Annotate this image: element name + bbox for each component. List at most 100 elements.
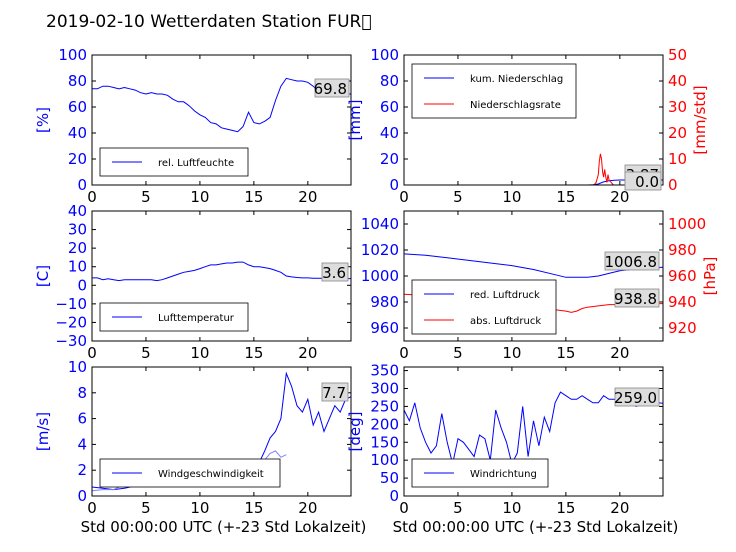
x-tick-label: 15 — [244, 344, 263, 362]
y2-tick-label: 10 — [668, 150, 687, 168]
y2-axis-label: [mm/std] — [691, 85, 709, 154]
legend-label: rel. Luftfeuchte — [158, 158, 234, 169]
legend-label: Windgeschwindigkeit — [158, 469, 264, 480]
y-tick-label: 960 — [370, 319, 399, 337]
y-tick-label: −30 — [55, 332, 87, 350]
y2-tick-label: 960 — [668, 267, 697, 285]
y-tick-label: 350 — [370, 362, 399, 380]
y-tick-label: 0 — [77, 276, 87, 294]
y-tick-label: 60 — [380, 98, 399, 116]
legend-label: abs. Luftdruck — [470, 316, 541, 327]
annotation-box — [321, 382, 349, 402]
y-tick-label: 20 — [380, 150, 399, 168]
legend: kum. Niederschlag Niederschlagsrate — [411, 63, 577, 119]
legend: Lufttemperatur — [99, 302, 249, 332]
y-tick-label: −20 — [55, 313, 87, 331]
panel-p4: 0 5 10 15 20 960 980 1000 1020 1040 920 940 960 980 10… — [361, 210, 719, 362]
x-axis-label: Std 00:00:00 UTC (+-23 Std Lokalzeit) — [81, 518, 367, 536]
y2-axis-label: [hPa] — [701, 257, 719, 296]
y-tick-label: 60 — [68, 98, 87, 116]
value-annotation: 69.8 — [314, 78, 350, 98]
plot-frame — [403, 366, 664, 497]
annotation-text: 1006.8 — [605, 253, 658, 271]
figure-title: 2019-02-10 Wetterdaten Station FUR  — [46, 12, 372, 32]
legend-label: red. Luftdruck — [470, 290, 540, 301]
plot-frame — [403, 54, 664, 186]
legend-box — [411, 279, 557, 335]
y-tick-label: 20 — [68, 150, 87, 168]
y-tick-label: 980 — [370, 293, 399, 311]
legend: rel. Luftfeuchte — [99, 147, 249, 177]
value-annotation: 7.7 — [321, 382, 349, 402]
annotation-box — [604, 251, 660, 271]
panel-p1: 0 5 10 15 20 0 20 40 60 80 100 [%] rel. Luftfeuchte 6… — [34, 46, 352, 206]
x-tick-label: 15 — [244, 499, 263, 517]
x-tick-label: 5 — [141, 499, 151, 517]
x-tick-label: 15 — [556, 499, 575, 517]
x-tick-label: 15 — [244, 188, 263, 206]
y-tick-label: 10 — [68, 258, 87, 276]
y-tick-label: 100 — [370, 451, 399, 469]
x-tick-label: 10 — [502, 499, 521, 517]
legend-label: Niederschlagsrate — [470, 100, 561, 111]
y-tick-label: 8 — [77, 384, 87, 402]
y2-tick-label: 20 — [668, 124, 687, 142]
panel-p3: 0 5 10 15 20−30−20−10010203040[C]Lufttempera… — [34, 202, 352, 362]
x-tick-label: 0 — [399, 499, 409, 517]
y2-tick-label: 40 — [668, 72, 687, 90]
y2-tick-label: 920 — [668, 319, 697, 337]
annotation-text: 69.8 — [314, 80, 347, 98]
series-line-1 — [92, 77, 351, 133]
x-tick-label: 5 — [453, 188, 463, 206]
y-axis-label: [mm] — [346, 100, 364, 141]
y-tick-label: 50 — [380, 469, 399, 487]
y2-tick-label: 30 — [668, 98, 687, 116]
x-tick-label: 5 — [453, 344, 463, 362]
y-tick-label: −10 — [55, 295, 87, 313]
x-tick-label: 0 — [87, 344, 97, 362]
y-tick-label: 40 — [68, 202, 87, 220]
y-tick-label: 6 — [77, 410, 87, 428]
x-tick-label: 0 — [399, 188, 409, 206]
legend: Windgeschwindigkeit — [99, 458, 281, 488]
y-tick-label: 20 — [68, 239, 87, 257]
x-tick-label: 20 — [298, 344, 317, 362]
legend-box — [411, 63, 577, 119]
value-annotation: 0.0 — [624, 171, 662, 191]
y-tick-label: 2 — [77, 461, 87, 479]
x-tick-label: 20 — [610, 344, 629, 362]
y-axis-label: [%] — [34, 107, 52, 133]
value-annotation: 1006.8 — [604, 251, 660, 271]
x-tick-label: 10 — [190, 188, 209, 206]
annotation-box — [314, 78, 350, 98]
x-tick-label: 10 — [502, 344, 521, 362]
plot-frame — [91, 210, 352, 342]
x-axis-label: Std 00:00:00 UTC (+-23 Std Lokalzeit) — [393, 518, 679, 536]
x-tick-label: 5 — [453, 499, 463, 517]
x-tick-label: 10 — [190, 499, 209, 517]
value-annotation: 259.0 — [614, 387, 660, 407]
x-tick-label: 0 — [399, 344, 409, 362]
annotation-text: 3.6 — [322, 264, 346, 282]
y-tick-label: 40 — [68, 124, 87, 142]
x-tick-label: 5 — [141, 344, 151, 362]
x-tick-label: 15 — [556, 344, 575, 362]
x-tick-label: 20 — [298, 499, 317, 517]
y-tick-label: 300 — [370, 380, 399, 398]
y-axis-label: [m/s] — [34, 412, 52, 451]
annotation-text: 259.0 — [614, 389, 657, 407]
y-tick-label: 100 — [58, 46, 87, 64]
annotation-box — [321, 262, 349, 282]
legend: red. Luftdruck abs. Luftdruck — [411, 279, 557, 335]
legend: Windrichtung — [411, 458, 549, 488]
x-tick-label: 0 — [87, 499, 97, 517]
x-tick-label: 5 — [141, 188, 151, 206]
x-tick-label: 20 — [610, 188, 629, 206]
panel-p5: 0 5 10 15 20 0 2 4 6 8 10 [m/s] Std 00:00:00 UTC (+-… — [34, 358, 366, 536]
y-tick-label: 250 — [370, 397, 399, 415]
legend-label: Windrichtung — [470, 469, 537, 480]
plot-frame — [91, 366, 352, 497]
annotation-box — [614, 387, 660, 407]
y2-tick-label: 1000 — [668, 215, 706, 233]
